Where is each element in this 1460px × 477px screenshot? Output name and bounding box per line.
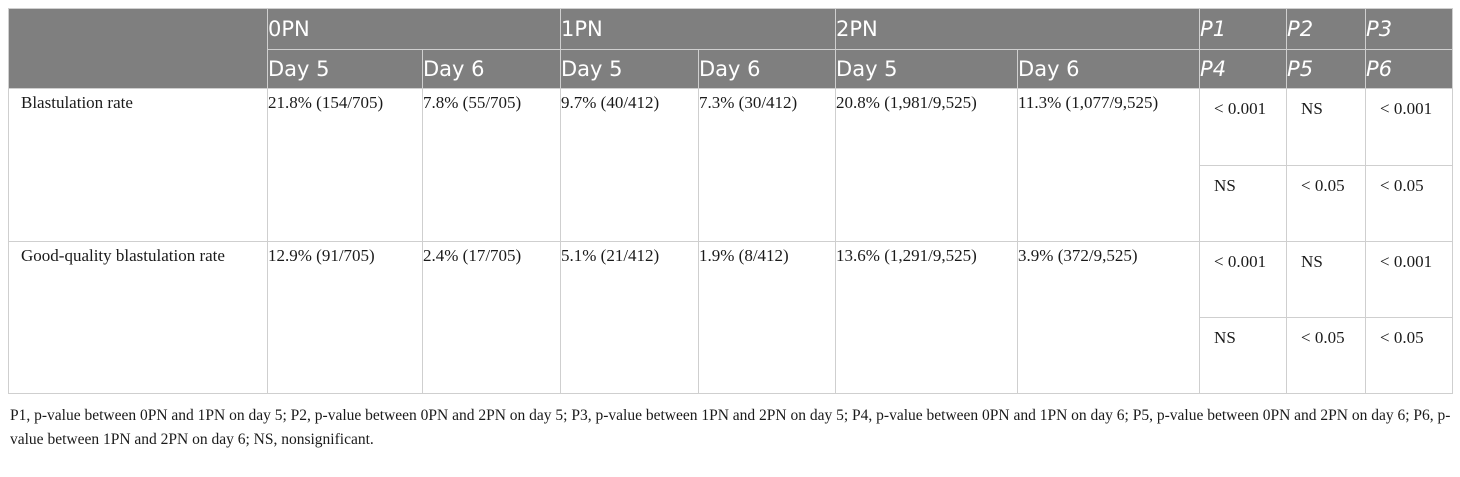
p-value-cell: < 0.001	[1365, 241, 1454, 318]
header-group-1pn: 1PN	[560, 8, 837, 50]
table-cell: 2.4% (17/705)	[421, 241, 562, 394]
table-cell: 7.8% (55/705)	[421, 88, 562, 242]
header-p6: P6	[1365, 49, 1454, 89]
p-value-cell: < 0.001	[1199, 241, 1288, 318]
header-1pn-day5: Day 5	[560, 49, 700, 89]
table-cell: 21.8% (154/705)	[267, 88, 423, 242]
table-cell: 11.3% (1,077/9,525)	[1017, 88, 1201, 242]
table-cell: 13.6% (1,291/9,525)	[835, 241, 1019, 394]
table-row: NS < 0.05 < 0.05	[9, 317, 1454, 394]
table-cell: 7.3% (30/412)	[698, 88, 837, 242]
row-label: Good-quality blastulation rate	[8, 241, 268, 394]
header-p5: P5	[1286, 49, 1367, 89]
p-value-cell: < 0.05	[1286, 165, 1367, 242]
header-p4: P4	[1199, 49, 1288, 89]
table-cell: 3.9% (372/9,525)	[1017, 241, 1201, 394]
header-p2: P2	[1286, 8, 1367, 50]
header-2pn-day6: Day 6	[1017, 49, 1201, 89]
header-corner	[8, 8, 268, 89]
p-value-cell: < 0.05	[1365, 317, 1454, 394]
header-2pn-day5: Day 5	[835, 49, 1019, 89]
header-row-groups: 0PN 1PN 2PN P1 P2 P3	[8, 8, 1454, 89]
table-row: NS < 0.05 < 0.05	[9, 165, 1454, 242]
table-cell: 9.7% (40/412)	[560, 88, 700, 242]
header-group-0pn: 0PN	[266, 8, 562, 50]
header-row-days: Day 5 Day 6 Day 5 Day 6 Day 5 Day 6 P4 P…	[9, 49, 1454, 89]
p-value-cell: < 0.05	[1286, 317, 1367, 394]
table-footnote: P1, p-value between 0PN and 1PN on day 5…	[10, 407, 1451, 448]
p-value-cell: NS	[1199, 317, 1288, 394]
table-row: Good-quality blastulation rate 12.9% (91…	[8, 241, 1454, 394]
p-value-cell: < 0.001	[1365, 88, 1454, 166]
header-p3: P3	[1365, 8, 1454, 50]
p-value-cell: NS	[1286, 241, 1367, 318]
p-value-cell: NS	[1199, 165, 1288, 242]
table-cell: 12.9% (91/705)	[267, 241, 423, 394]
blastulation-table: 0PN 1PN 2PN P1 P2 P3 Day 5 Day 6 Day 5 D…	[8, 8, 1454, 394]
header-p1: P1	[1199, 8, 1288, 50]
table-container: 0PN 1PN 2PN P1 P2 P3 Day 5 Day 6 Day 5 D…	[8, 8, 1454, 452]
table-cell: 5.1% (21/412)	[560, 241, 700, 394]
row-label: Blastulation rate	[8, 88, 268, 242]
p-value-cell: < 0.001	[1199, 88, 1288, 166]
table-cell: 20.8% (1,981/9,525)	[835, 88, 1019, 242]
table-cell: 1.9% (8/412)	[698, 241, 837, 394]
header-0pn-day5: Day 5	[267, 49, 423, 89]
header-0pn-day6: Day 6	[421, 49, 562, 89]
header-1pn-day6: Day 6	[698, 49, 837, 89]
table-row: Blastulation rate 21.8% (154/705) 7.8% (…	[8, 88, 1454, 242]
p-value-cell: < 0.05	[1365, 165, 1454, 242]
p-value-cell: NS	[1286, 88, 1367, 166]
header-group-2pn: 2PN	[835, 8, 1201, 50]
